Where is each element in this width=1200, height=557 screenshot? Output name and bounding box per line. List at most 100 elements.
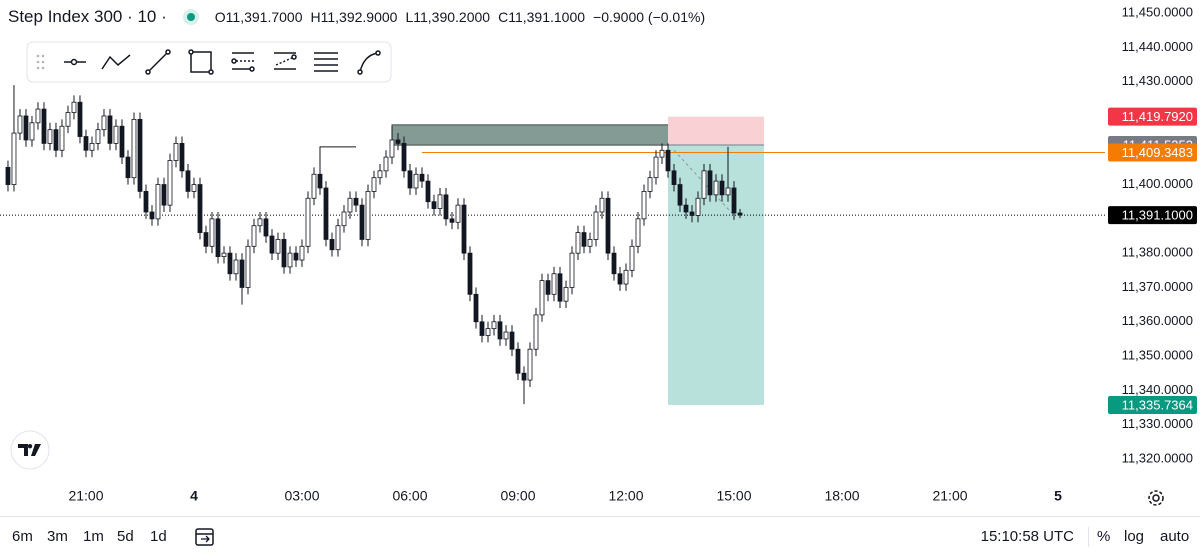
clock[interactable]: 15:10:58 UTC — [980, 528, 1074, 545]
candle-body — [191, 184, 197, 192]
candle-body — [263, 218, 269, 237]
candle-body — [251, 225, 257, 247]
logo-mark — [18, 444, 41, 456]
candle-body — [203, 232, 209, 247]
candle-body — [737, 212, 743, 216]
candle-body — [359, 204, 365, 240]
candle-body — [107, 115, 113, 144]
tool-long-position[interactable] — [231, 52, 255, 72]
candle-body — [23, 115, 29, 141]
candle-body — [257, 218, 263, 227]
trend-line — [319, 146, 356, 171]
candle-body — [383, 156, 389, 172]
interval-button[interactable]: 1m — [83, 528, 104, 545]
tool-rectangle[interactable] — [188, 49, 214, 75]
candle-body — [683, 204, 689, 213]
tool-path[interactable] — [101, 54, 131, 70]
candle-body — [197, 184, 203, 233]
settings-button[interactable] — [1144, 486, 1168, 510]
y-tick-label: 11,370.0000 — [1122, 279, 1193, 294]
scale-option[interactable]: % — [1097, 528, 1111, 545]
drawing-toolbar — [26, 41, 392, 83]
candle-body — [119, 125, 125, 158]
candle-body — [437, 194, 443, 209]
x-tick-label: 03:00 — [284, 488, 319, 504]
gear-teeth — [1148, 490, 1164, 506]
tool-curve[interactable] — [357, 50, 381, 75]
logo-badge — [10, 430, 50, 470]
tool-horizontal-line[interactable] — [64, 58, 86, 66]
logo[interactable] — [8, 428, 52, 472]
ohlc-item: H11,392.9000 — [311, 9, 398, 25]
candle-body — [647, 177, 653, 192]
candle-body — [143, 191, 149, 213]
candle-body — [467, 252, 473, 295]
candle-body — [377, 170, 383, 179]
candle-body — [641, 191, 647, 220]
y-tick-label: 11,430.0000 — [1122, 73, 1193, 88]
candle-body — [365, 191, 371, 240]
candle-body — [653, 156, 659, 179]
stop-zone — [668, 116, 765, 146]
y-tick-label: 11,440.0000 — [1122, 39, 1193, 54]
candle-body — [215, 218, 221, 257]
candle-body — [137, 118, 143, 192]
candle-body — [533, 314, 539, 350]
candle-body — [353, 197, 359, 206]
price-tag — [1108, 143, 1197, 162]
candle-body — [719, 180, 725, 196]
candle-body — [347, 197, 353, 213]
ohlc-value: 11,392.9000 — [320, 9, 398, 25]
candle-body — [311, 173, 317, 199]
x-tick-label: 09:00 — [500, 488, 535, 504]
interval-button[interactable]: 1d — [150, 528, 167, 545]
ohlc-item: L11,390.2000 — [405, 9, 490, 25]
symbol[interactable]: Step Index 300 · 10 · — [8, 7, 167, 26]
candle-body — [629, 245, 635, 271]
candle-body — [29, 122, 35, 141]
tool-trend-line[interactable] — [145, 49, 171, 75]
candle-body — [593, 211, 599, 240]
candle-body — [419, 173, 425, 182]
candle-body — [617, 273, 623, 285]
candle-body — [635, 218, 641, 247]
separator — [1088, 527, 1089, 547]
candle-body — [605, 197, 611, 254]
candle-body — [17, 115, 23, 134]
candle-body — [671, 170, 677, 185]
scale-option[interactable]: auto — [1160, 528, 1190, 545]
candle-body — [545, 280, 551, 295]
candle-body — [395, 139, 401, 144]
candle-body — [461, 204, 467, 254]
goto-date-button[interactable] — [192, 524, 218, 550]
x-tick-label: 21:00 — [932, 488, 967, 504]
candle-body — [35, 108, 41, 124]
candle-body — [521, 372, 527, 381]
zone-box — [391, 124, 681, 146]
tool-fib[interactable] — [314, 52, 338, 72]
interval-button[interactable]: 6m — [12, 528, 33, 545]
candle-body — [389, 139, 395, 158]
ohlc-value: 11,390.2000 — [413, 9, 491, 25]
drag-handle[interactable] — [36, 54, 45, 70]
calendar-icon — [195, 528, 214, 546]
candle-body — [323, 187, 329, 240]
candle-body — [317, 173, 323, 189]
ohlc-key: O — [214, 9, 226, 25]
tool-short-position[interactable] — [274, 52, 297, 70]
candle-body — [71, 101, 77, 113]
candle-body — [473, 293, 479, 323]
price-tag — [1108, 107, 1197, 126]
interval-button[interactable]: 3m — [47, 528, 68, 545]
scale-option[interactable]: log — [1124, 528, 1145, 545]
y-tick-label: 11,320.0000 — [1122, 450, 1193, 465]
candle-body — [701, 170, 707, 199]
ohlc-item: O11,391.7000 — [215, 9, 303, 25]
interval-button[interactable]: 5d — [117, 528, 134, 545]
candle-body — [101, 115, 107, 131]
x-tick-label: 12:00 — [608, 488, 643, 504]
candle-body — [515, 348, 521, 374]
candle-body — [725, 187, 731, 196]
gear-hub — [1152, 494, 1160, 502]
